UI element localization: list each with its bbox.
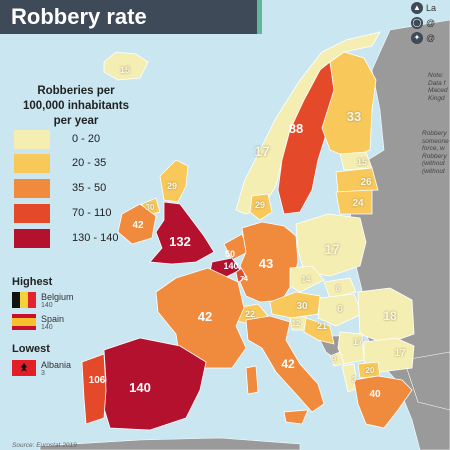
value-label-portugal: 106 [88,375,106,386]
value-label-serbia: 17 [352,336,363,347]
value-label-czechia: 14 [301,275,311,284]
region-portugal[interactable] [81,353,107,425]
value-label-hungary: 6 [337,304,343,315]
value-label-finland: 33 [346,108,362,124]
non-data-land-north-africa [39,437,301,450]
region-croatia[interactable] [303,317,335,345]
region-hungary[interactable] [317,293,363,327]
legend-item: 35 - 50 [14,178,106,198]
albania-flag [12,360,36,376]
value-label-slovakia: 8 [335,284,341,293]
region-montenegro[interactable] [329,351,345,367]
region-latvia[interactable] [335,167,379,193]
social-handle-2: @ [426,18,436,28]
region-sardinia[interactable] [245,365,259,395]
value-label-bulgaria: 17 [394,348,406,359]
region-lithuania[interactable] [335,189,373,215]
value-label-scotland: 29 [166,180,177,191]
lowest-country-1: Albania [41,360,72,370]
value-label-northern-ireland: 30 [145,203,155,212]
legend-swatch [14,178,50,198]
highest-country-2: Spain [41,314,65,324]
map-title: Robbery rate [11,4,147,29]
lowest-heading: Lowest [12,343,50,355]
legend-swatch [14,129,50,149]
non-data-land-turkey [403,351,450,411]
region-scotland[interactable] [159,159,189,203]
highest-value-1: 140 [41,302,53,309]
region-denmark[interactable] [249,193,273,221]
region-ireland[interactable] [117,203,157,245]
region-poland[interactable] [295,213,367,277]
lowest-value-1: 3 [41,370,45,377]
value-label-switzerland: 22 [244,308,255,319]
legend-item: 20 - 35 [14,153,106,173]
belgium-flag [12,292,36,308]
value-label-poland: 17 [324,241,340,257]
region-sweden[interactable] [277,61,335,215]
value-label-slovenia: 12 [291,319,301,328]
value-label-spain: 140 [129,379,151,395]
source-note: Source: Eurostat 2019 [12,442,77,449]
robbery-definition-text: Robbery someone force, w Robbery (withou… [422,130,449,175]
region-italy[interactable] [245,315,325,413]
highest-country-1: Belgium [41,292,74,302]
highest-heading: Highest [12,276,53,288]
title-banner: Robbery rate [0,0,262,34]
region-finland[interactable] [321,51,377,159]
value-label-albania: 3 [351,375,357,384]
value-label-latvia: 26 [360,177,372,188]
twitter-icon: ✦ [411,32,423,44]
social-handle-3: @ [426,33,436,43]
region-germany[interactable] [239,221,299,303]
legend-swatch [14,153,50,173]
social-handle-1: La [426,3,437,13]
note-text: Note: Data f Maced Kingd [428,72,448,102]
region-serbia[interactable] [337,331,365,365]
value-label-iceland: 15 [119,64,130,75]
value-label-luxembourg: 74 [240,275,248,283]
value-label-austria: 30 [296,301,308,312]
value-label-estonia: 15 [356,156,367,167]
legend-item: 0 - 20 [14,129,100,149]
share-icon: ▲ [411,2,423,14]
region-slovakia[interactable] [323,277,357,299]
value-label-ireland: 42 [132,220,144,231]
region-sicily[interactable] [283,409,309,425]
legend-swatch [14,228,50,248]
value-label-romania: 18 [383,309,397,323]
value-label-germany: 43 [258,255,274,271]
value-label-sweden: 88 [288,120,304,136]
value-label-lithuania: 24 [352,198,364,209]
value-label-denmark: 29 [254,199,265,210]
legend-item: 70 - 110 [14,203,112,223]
region-czechia[interactable] [289,265,325,293]
region-greece[interactable] [353,375,413,429]
value-label-belgium: 140 [223,260,239,271]
spain-flag [12,314,36,330]
value-label-greece: 40 [369,389,381,400]
region-norway[interactable] [235,31,381,215]
value-label-france: 42 [197,308,213,324]
legend-title: Robberies per 100,000 inhabitants per ye… [22,85,130,127]
value-label-netherlands: 50 [224,248,235,259]
value-label-italy: 42 [281,357,295,371]
region-france[interactable] [155,267,247,369]
highest-value-2: 140 [41,324,53,331]
region-iceland[interactable] [103,51,149,81]
value-label-norway: 17 [254,143,270,159]
instagram-icon: ◯ [411,17,423,29]
region-england-and-wales[interactable] [149,201,215,265]
legend-swatch [14,203,50,223]
value-label-montenegro: 9 [331,355,337,364]
legend-item: 130 - 140 [14,228,118,248]
value-label-croatia: 21 [316,320,327,331]
value-label-north-macedonia: 20 [365,366,375,375]
value-label-england-and-wales: 132 [169,233,191,249]
